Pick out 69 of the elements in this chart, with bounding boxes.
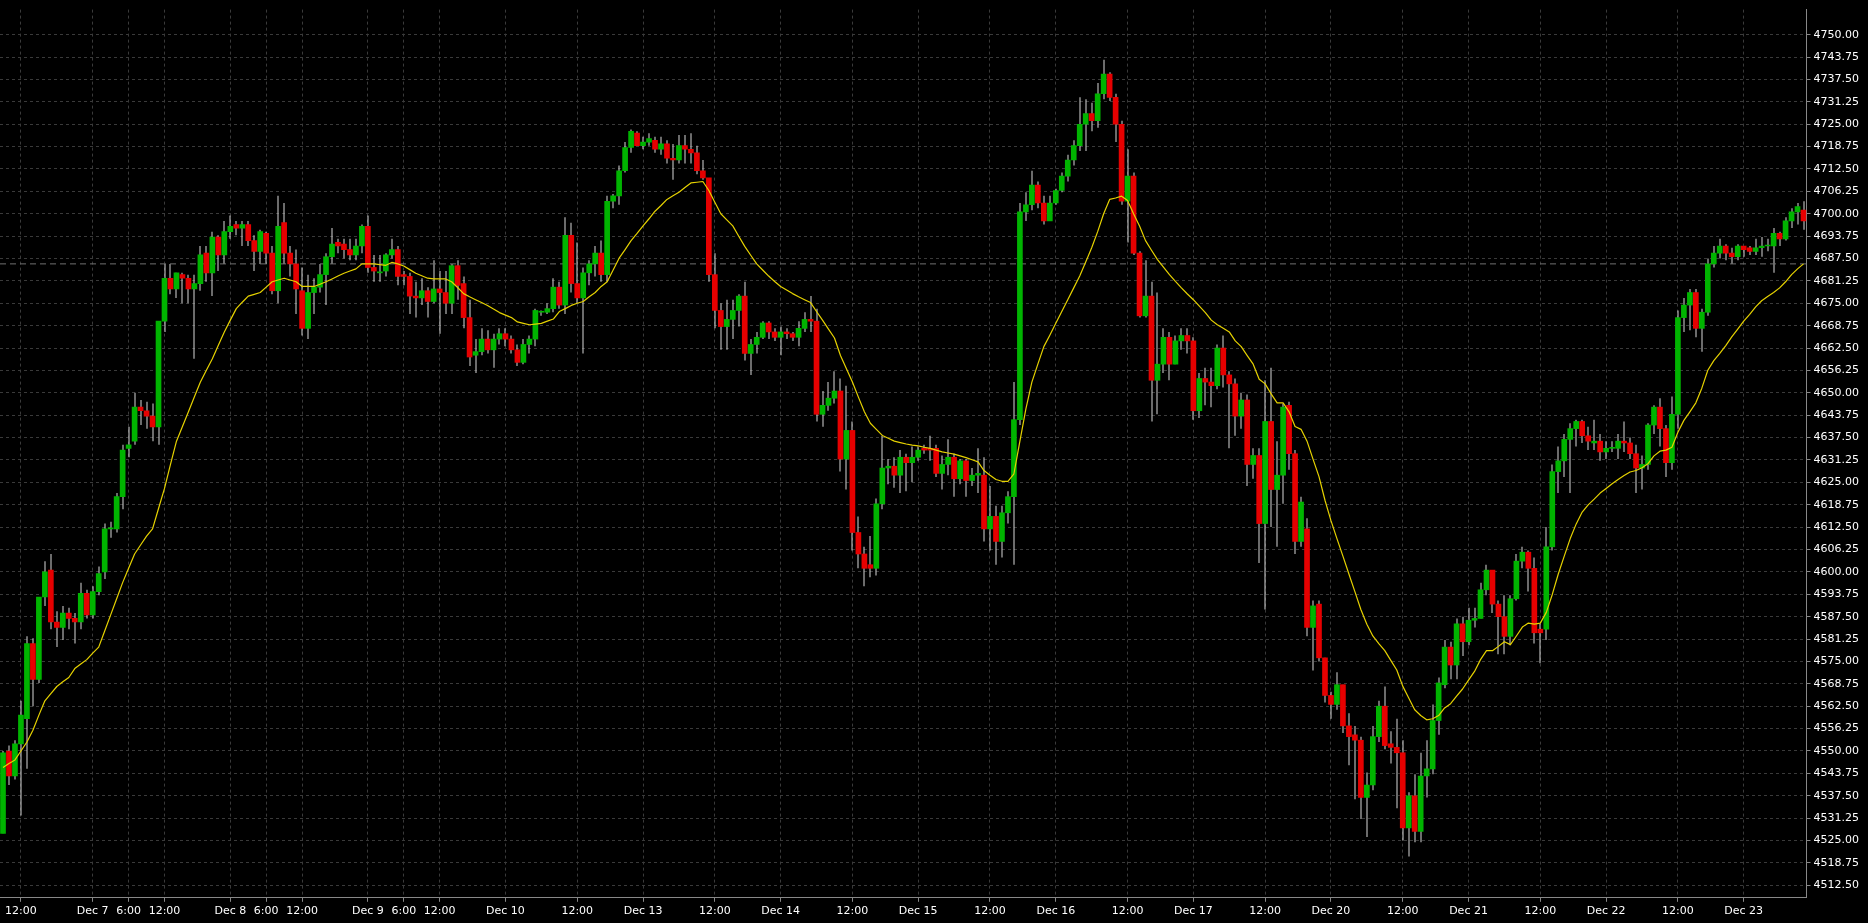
y-tick-label: 4518.75 xyxy=(1813,855,1860,869)
x-tick-label: 12:00 xyxy=(1249,904,1282,918)
y-tick-label: 4512.50 xyxy=(1813,878,1860,892)
y-tick-label: 4693.75 xyxy=(1813,228,1860,242)
x-tick-label: 12:00 xyxy=(5,904,37,918)
y-tick-label: 4593.75 xyxy=(1813,587,1860,601)
x-tick-label: 12:00 xyxy=(561,904,594,918)
x-tick-label: Dec 8 xyxy=(214,904,247,918)
y-tick-label: 4675.00 xyxy=(1813,296,1860,310)
x-tick-label: 12:00 xyxy=(698,904,731,918)
y-tick-label: 4562.50 xyxy=(1813,699,1860,713)
y-tick-label: 4712.50 xyxy=(1813,161,1860,175)
y-tick-label: 4706.25 xyxy=(1813,184,1860,198)
y-tick-label: 4525.00 xyxy=(1813,833,1860,847)
x-tick-label: 6:00 xyxy=(116,904,141,918)
x-tick-label: 12:00 xyxy=(974,904,1006,918)
x-tick-label: Dec 15 xyxy=(898,904,938,918)
x-tick-label: Dec 7 xyxy=(76,904,109,918)
y-tick-label: 4725.00 xyxy=(1813,117,1860,131)
y-tick-label: 4625.00 xyxy=(1813,475,1860,489)
y-tick-label: 4687.50 xyxy=(1813,251,1860,265)
x-tick-label: Dec 21 xyxy=(1449,904,1488,918)
y-tick-label: 4656.25 xyxy=(1813,363,1860,377)
x-tick-label: 12:00 xyxy=(423,904,456,918)
y-tick-label: 4637.50 xyxy=(1813,430,1860,444)
x-tick-label: Dec 23 xyxy=(1724,904,1764,918)
x-tick-label: Dec 22 xyxy=(1586,904,1626,918)
y-tick-label: 4537.50 xyxy=(1813,788,1860,802)
x-tick-label: 12:00 xyxy=(1386,904,1419,918)
x-tick-label: Dec 9 xyxy=(352,904,384,918)
y-tick-label: 4575.00 xyxy=(1813,654,1860,668)
y-tick-label: 4643.75 xyxy=(1813,408,1860,422)
candlestick xyxy=(1208,367,1215,408)
x-tick-label: Dec 20 xyxy=(1311,904,1351,918)
x-tick-label: 12:00 xyxy=(1111,904,1144,918)
y-tick-label: 4743.75 xyxy=(1813,49,1860,63)
y-tick-label: 4600.00 xyxy=(1813,564,1860,578)
x-tick-label: 12:00 xyxy=(1524,904,1557,918)
x-tick-label: 12:00 xyxy=(148,904,181,918)
x-tick-label: Dec 17 xyxy=(1173,904,1213,918)
y-tick-label: 4550.00 xyxy=(1813,743,1860,757)
y-tick-label: 4612.50 xyxy=(1813,519,1860,533)
y-tick-label: 4606.25 xyxy=(1813,542,1860,556)
y-tick-label: 4681.25 xyxy=(1813,273,1860,287)
x-tick-label: Dec 16 xyxy=(1036,904,1076,918)
y-tick-label: 4556.25 xyxy=(1813,721,1860,735)
x-tick-label: Dec 13 xyxy=(623,904,663,918)
x-tick-label: 6:00 xyxy=(253,904,279,918)
x-tick-label: 6:00 xyxy=(391,904,417,918)
y-tick-label: 4700.00 xyxy=(1813,206,1860,220)
y-tick-label: 4531.25 xyxy=(1813,810,1860,824)
y-tick-label: 4718.75 xyxy=(1813,139,1860,153)
x-tick-label: Dec 10 xyxy=(486,904,525,918)
x-tick-label: 12:00 xyxy=(286,904,318,918)
y-tick-label: 4662.50 xyxy=(1813,340,1860,354)
x-tick-label: Dec 14 xyxy=(761,904,801,918)
y-tick-label: 4650.00 xyxy=(1813,385,1860,399)
y-tick-label: 4737.50 xyxy=(1813,72,1860,86)
y-tick-label: 4731.25 xyxy=(1813,94,1860,108)
y-tick-label: 4587.50 xyxy=(1813,609,1860,623)
y-tick-label: 4618.75 xyxy=(1813,497,1860,511)
y-tick-label: 4543.75 xyxy=(1813,766,1860,780)
x-tick-label: 12:00 xyxy=(836,904,869,918)
y-tick-label: 4631.25 xyxy=(1813,452,1860,466)
y-tick-label: 4568.75 xyxy=(1813,676,1860,690)
y-tick-label: 4750.00 xyxy=(1813,27,1860,41)
y-tick-label: 4668.75 xyxy=(1813,318,1860,332)
y-tick-label: 4581.25 xyxy=(1813,631,1860,645)
x-tick-label: 12:00 xyxy=(1662,904,1694,918)
